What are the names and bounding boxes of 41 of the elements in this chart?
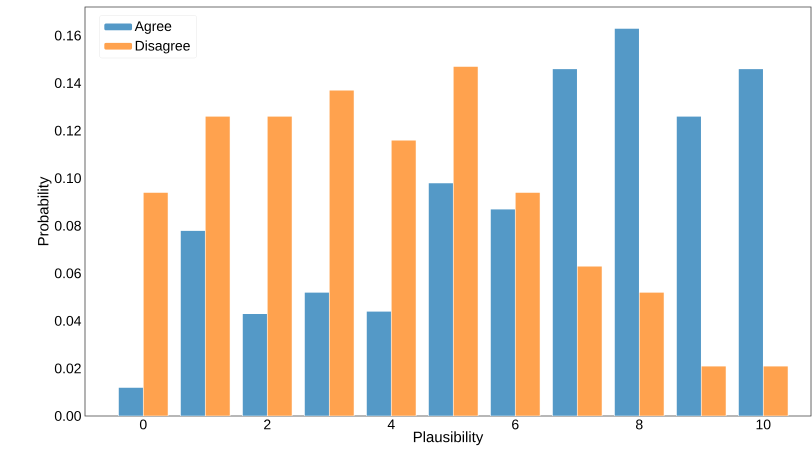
bar xyxy=(118,387,144,416)
x-tick-label: 10 xyxy=(756,420,770,430)
bar xyxy=(143,192,168,416)
y-tick-label: 0.10 xyxy=(54,173,81,184)
x-tick-label: 2 xyxy=(264,420,270,430)
x-axis-title: Plausibility xyxy=(414,431,484,446)
bar xyxy=(205,116,230,416)
bar xyxy=(180,230,206,416)
y-tick-label: 0.16 xyxy=(54,30,81,40)
bar xyxy=(490,209,516,416)
bar xyxy=(762,366,788,416)
bar xyxy=(552,68,578,416)
bar xyxy=(242,314,268,416)
bar xyxy=(453,66,478,416)
bar xyxy=(267,116,292,416)
bar xyxy=(366,311,392,416)
bar xyxy=(738,68,764,416)
x-tick-label: 4 xyxy=(388,420,395,430)
x-tick-label: 0 xyxy=(140,420,147,430)
y-tick-label: 0.14 xyxy=(54,78,82,88)
legend-label: Agree xyxy=(134,21,172,34)
x-tick-label: 6 xyxy=(512,420,519,430)
bar xyxy=(391,140,416,416)
bar xyxy=(614,28,640,416)
y-tick-label: 0.02 xyxy=(54,363,81,374)
y-tick-label: 0.04 xyxy=(54,316,82,326)
bar xyxy=(329,90,354,416)
bar xyxy=(639,292,664,416)
legend-label: Disagree xyxy=(136,40,190,54)
bar xyxy=(676,116,702,416)
bar xyxy=(577,266,602,416)
bar xyxy=(428,182,454,416)
x-tick-label: 8 xyxy=(636,420,643,430)
bar xyxy=(304,292,330,416)
y-tick-label: 0.08 xyxy=(54,220,81,231)
y-tick-label: 0.06 xyxy=(54,268,81,278)
bar xyxy=(515,192,540,416)
y-axis-title: Probability xyxy=(38,176,52,246)
y-tick-label: 0.12 xyxy=(54,126,81,136)
y-tick-label: 0.00 xyxy=(54,411,81,421)
bar xyxy=(701,366,726,416)
